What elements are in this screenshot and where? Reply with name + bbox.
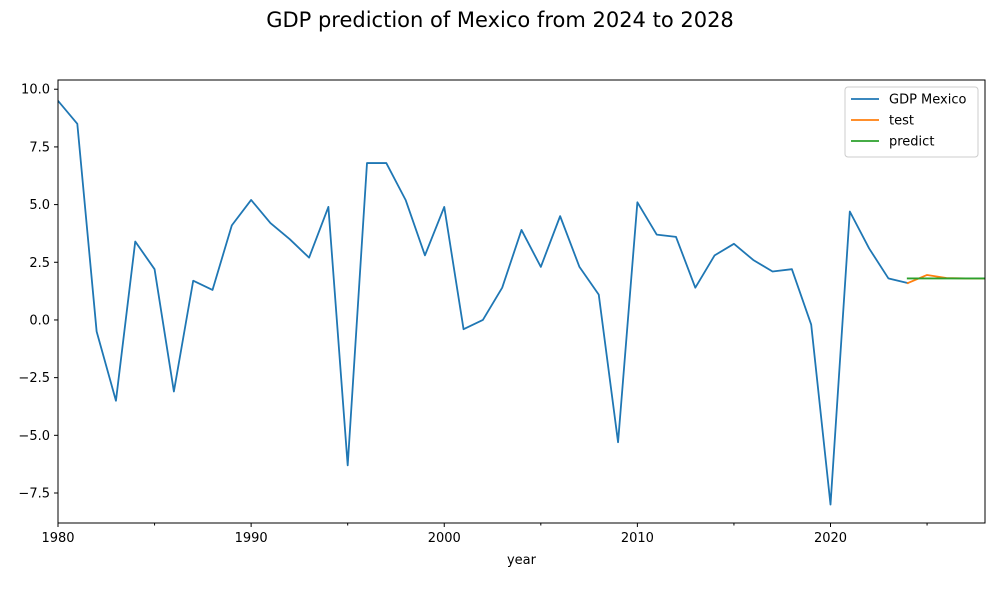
chart-title: GDP prediction of Mexico from 2024 to 20… bbox=[266, 8, 734, 32]
y-tick-label: 10.0 bbox=[21, 83, 50, 98]
y-tick-label: −5.0 bbox=[18, 429, 50, 444]
y-tick-label: 0.0 bbox=[29, 313, 50, 328]
x-axis-label: year bbox=[507, 553, 537, 568]
x-tick-label: 1990 bbox=[235, 531, 268, 546]
y-tick-label: 2.5 bbox=[29, 256, 50, 271]
series-lines bbox=[58, 99, 985, 506]
legend-label: test bbox=[889, 114, 914, 129]
y-tick-label: 5.0 bbox=[29, 198, 50, 213]
y-tick-label: 7.5 bbox=[29, 140, 50, 155]
x-tick-label: 2010 bbox=[621, 531, 654, 546]
y-tick-label: −2.5 bbox=[18, 371, 50, 386]
x-tick-label: 1980 bbox=[41, 531, 74, 546]
series-line-gdp-mexico bbox=[58, 99, 909, 506]
legend: GDP Mexico test predict bbox=[844, 86, 979, 158]
legend-label: predict bbox=[889, 135, 934, 150]
legend-box bbox=[844, 86, 979, 158]
legend-label: GDP Mexico bbox=[889, 93, 966, 108]
x-tick-label: 2020 bbox=[814, 531, 847, 546]
plot-area-frame bbox=[57, 79, 986, 524]
y-tick-label: −7.5 bbox=[18, 487, 50, 502]
axis-ticks: 1980 1990 2000 2010 2020 −7.5 −5.0 −2.5 0.0 2.5 5.… bbox=[18, 83, 928, 546]
x-tick-label: 2000 bbox=[428, 531, 461, 546]
